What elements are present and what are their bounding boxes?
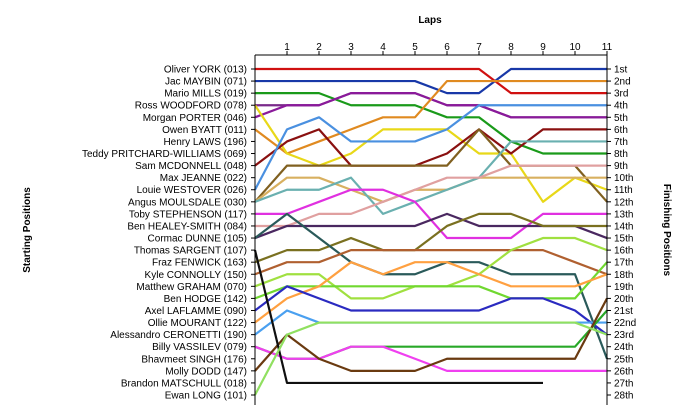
series-line-2	[255, 67, 607, 95]
finishing-position-label: 11th	[614, 185, 633, 196]
finishing-position-label: 10th	[614, 173, 633, 184]
finishing-position-label: 5th	[614, 113, 628, 124]
starting-position-label: Thomas SARGENT (107)	[134, 246, 247, 257]
series-line-12	[254, 140, 607, 215]
starting-position-label: Louie WESTOVER (026)	[137, 185, 247, 196]
series-line-7	[254, 104, 608, 203]
finishing-position-label: 23rd	[614, 330, 634, 341]
lap-tick-label: 8	[508, 42, 514, 53]
finishing-position-label: 17th	[614, 258, 633, 269]
series-lines	[253, 67, 609, 396]
starting-position-label: Oliver YORK (013)	[164, 65, 247, 76]
lap-tick-label: 3	[348, 42, 354, 53]
starting-position-label: Ollie MOURANT (122)	[148, 318, 247, 329]
finishing-position-label: 16th	[614, 246, 633, 257]
series-line-1	[255, 67, 607, 95]
series-line-3	[255, 92, 607, 155]
starting-position-label: Owen BYATT (011)	[162, 125, 247, 136]
starting-position-label: Angus MOULSDALE (030)	[128, 197, 247, 208]
finishing-position-label: 13th	[614, 209, 633, 220]
finishing-position-label: 27th	[614, 378, 633, 389]
finishing-position-label: 14th	[614, 221, 633, 232]
finishing-position-label: 1st	[614, 65, 628, 76]
series-line-11	[254, 176, 607, 203]
series-line-17	[254, 212, 609, 360]
finishing-position-label: 22nd	[614, 318, 636, 329]
series-line-27	[253, 249, 543, 385]
finishing-position-label: 20th	[614, 294, 633, 305]
finishing-position-label: 25th	[614, 354, 633, 365]
starting-position-label: Henry LAWS (196)	[163, 137, 247, 148]
starting-positions-axis-label: Starting Positions	[22, 187, 33, 273]
starting-position-label: Ewan LONG (101)	[165, 391, 247, 402]
series-line-28	[254, 321, 608, 396]
finishing-position-label: 2nd	[614, 77, 631, 88]
lap-tick-label: 7	[476, 42, 482, 53]
series-line-16	[254, 212, 607, 264]
lap-tick-label: 11	[602, 42, 613, 53]
chart-title: Laps	[418, 15, 442, 26]
axes: 1 2 3 4 5 6 7 8 9 10 11 Oliver YORK (013)Jac MAYBIN…	[82, 42, 636, 405]
lap-tick-label: 1	[284, 42, 290, 53]
finishing-position-label: 4th	[614, 101, 628, 112]
lap-tick-label: 10	[569, 42, 581, 53]
series-line-21	[254, 261, 608, 324]
starting-position-label: Ben HODGE (142)	[164, 294, 247, 305]
series-line-13	[255, 164, 607, 228]
finishing-position-label: 18th	[614, 270, 633, 281]
starting-position-label: Axel LAFLAMME (090)	[145, 306, 247, 317]
starting-position-label: Fraz FENWICK (163)	[152, 258, 247, 269]
finishing-positions-axis-label: Finishing Positions	[661, 184, 672, 277]
series-line-18	[254, 249, 608, 276]
finishing-position-label: 7th	[614, 137, 628, 148]
starting-position-label: Sam MCDONNELL (048)	[135, 161, 247, 172]
starting-position-label: Max JEANNE (022)	[160, 173, 247, 184]
starting-position-label: Ross WOODFORD (078)	[135, 101, 247, 112]
finishing-position-label: 8th	[614, 149, 628, 160]
series-line-9	[254, 104, 607, 191]
lap-tick-label: 6	[444, 42, 450, 53]
series-line-6	[254, 79, 607, 155]
lap-tick-label: 4	[380, 42, 386, 53]
finishing-position-label: 3rd	[614, 89, 628, 100]
lap-tick-label: 9	[540, 42, 546, 53]
starting-position-label: Molly DODD (147)	[165, 366, 247, 377]
starting-position-label: Toby STEPHENSON (117)	[129, 209, 247, 220]
series-line-8	[254, 128, 607, 167]
starting-position-label: Alessandro CERONETTI (190)	[110, 330, 247, 341]
starting-position-label: Ben HEALEY-SMITH (084)	[127, 221, 247, 232]
finishing-position-label: 9th	[614, 161, 628, 172]
finishing-position-label: 26th	[614, 366, 633, 377]
finishing-position-label: 6th	[614, 125, 628, 136]
finishing-position-label: 21st	[614, 306, 633, 317]
starting-position-label: Bhavmeet SINGH (176)	[141, 354, 247, 365]
starting-position-label: Teddy PRITCHARD-WILLIAMS (069)	[82, 149, 247, 160]
starting-position-label: Mario MILLS (019)	[164, 89, 247, 100]
lap-tick-label: 5	[412, 42, 418, 53]
finishing-position-label: 24th	[614, 342, 633, 353]
series-line-20	[254, 261, 608, 300]
starting-position-label: Billy VASSILEV (079)	[152, 342, 247, 353]
starting-position-label: Brandon MATSCHULL (018)	[121, 378, 247, 389]
starting-position-label: Kyle CONNOLLY (150)	[145, 270, 247, 281]
finishing-position-label: 19th	[614, 282, 633, 293]
finishing-position-label: 28th	[614, 391, 633, 402]
series-line-22	[254, 285, 608, 336]
series-line-26	[254, 297, 608, 372]
starting-position-label: Matthew GRAHAM (070)	[136, 282, 247, 293]
starting-position-label: Morgan PORTER (046)	[143, 113, 247, 124]
lap-tick-label: 2	[316, 42, 322, 53]
starting-position-label: Jac MAYBIN (071)	[165, 77, 247, 88]
finishing-position-label: 15th	[614, 234, 633, 245]
finishing-position-label: 12th	[614, 197, 633, 208]
starting-position-label: Cormac DUNNE (105)	[148, 234, 247, 245]
